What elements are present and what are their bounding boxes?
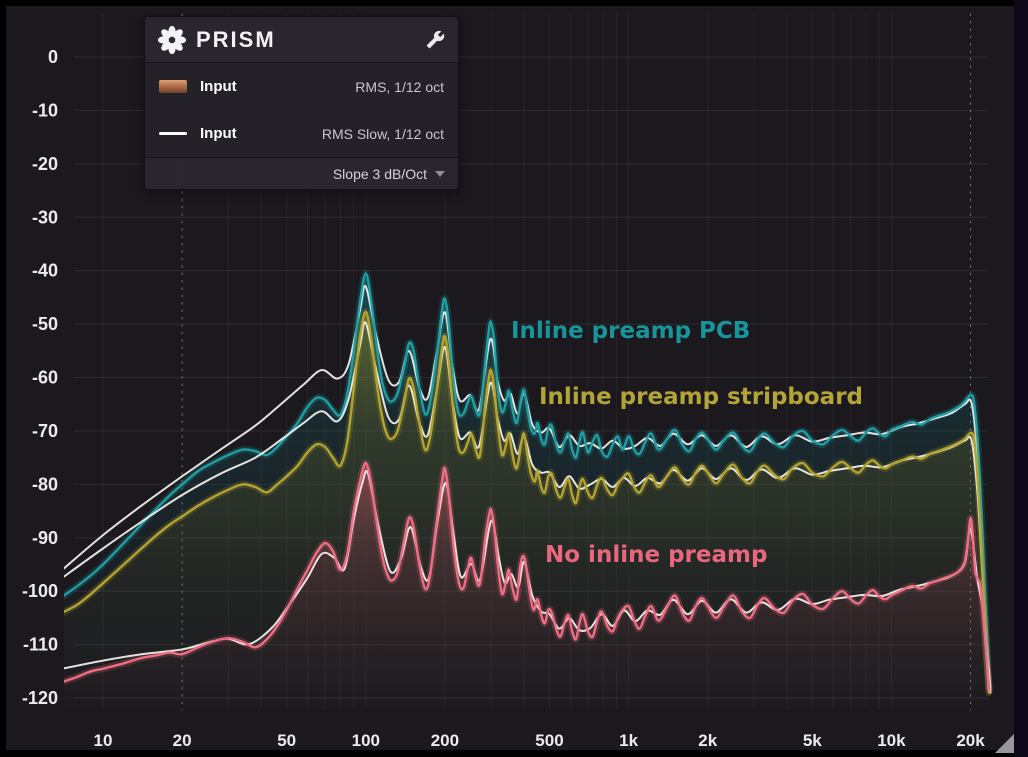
y-tick-label: -40 <box>32 261 58 281</box>
y-tick-label: -90 <box>32 528 58 548</box>
y-tick-label: -10 <box>32 100 58 120</box>
annotation-inline-preamp-stripboard: Inline preamp stripboard <box>539 384 864 410</box>
annotation-no-inline-preamp: No inline preamp <box>545 542 768 568</box>
y-tick-label: -120 <box>22 688 58 708</box>
window-border-bottom <box>0 750 1028 757</box>
legend-mode-label: RMS Slow, 1/12 oct <box>321 125 444 142</box>
y-tick-label: -50 <box>32 314 58 334</box>
settings-wrench-icon[interactable] <box>426 30 445 49</box>
x-tick-label: 50 <box>277 731 296 750</box>
x-tick-label: 100 <box>352 731 380 750</box>
legend-mode-label: RMS, 1/12 oct <box>355 78 444 95</box>
y-tick-label: -100 <box>22 581 58 601</box>
resize-grip[interactable] <box>995 734 1014 753</box>
panel-title: PRISM <box>196 26 276 52</box>
x-tick-label: 200 <box>431 731 459 750</box>
y-tick-label: 0 <box>48 47 58 67</box>
legend-rows: Input RMS, 1/12 oct Input RMS Slow, 1/12… <box>145 63 458 158</box>
y-tick-label: -30 <box>32 207 58 227</box>
y-tick-label: -20 <box>32 154 58 174</box>
legend-row-rms[interactable]: Input RMS, 1/12 oct <box>145 63 458 110</box>
legend-source-label: Input <box>200 78 237 95</box>
x-tick-label: 10 <box>94 731 113 750</box>
y-tick-label: -80 <box>32 474 58 494</box>
y-tick-label: -70 <box>32 421 58 441</box>
y-tick-label: -110 <box>23 635 58 655</box>
window-border-right <box>1014 0 1028 757</box>
x-tick-label: 10k <box>877 731 906 750</box>
slope-label: Slope 3 dB/Oct <box>332 165 427 182</box>
legend-row-rms-slow[interactable]: Input RMS Slow, 1/12 oct <box>145 110 458 157</box>
window-border-top <box>0 0 1028 6</box>
dropdown-caret-icon <box>435 170 445 177</box>
prism-legend-panel: PRISM Input RMS, 1/12 oct Input RMS Slow… <box>144 16 459 190</box>
rms-fill-swatch <box>159 80 187 93</box>
annotation-inline-preamp-pcb: Inline preamp PCB <box>511 318 751 344</box>
x-tick-label: 1k <box>619 731 638 750</box>
x-tick-label: 500 <box>535 731 563 750</box>
x-tick-label: 5k <box>803 731 822 750</box>
prism-logo-icon <box>158 25 186 54</box>
y-tick-label: -60 <box>32 368 58 388</box>
x-tick-label: 2k <box>698 731 717 750</box>
x-tick-label: 20 <box>173 731 192 750</box>
x-tick-label: 20k <box>956 731 985 750</box>
panel-header: PRISM <box>145 17 458 63</box>
window-border-left <box>0 0 6 757</box>
slow-line-swatch <box>159 132 187 135</box>
slope-dropdown[interactable]: Slope 3 dB/Oct <box>145 158 458 189</box>
curves <box>64 269 993 714</box>
legend-source-label: Input <box>200 125 237 142</box>
